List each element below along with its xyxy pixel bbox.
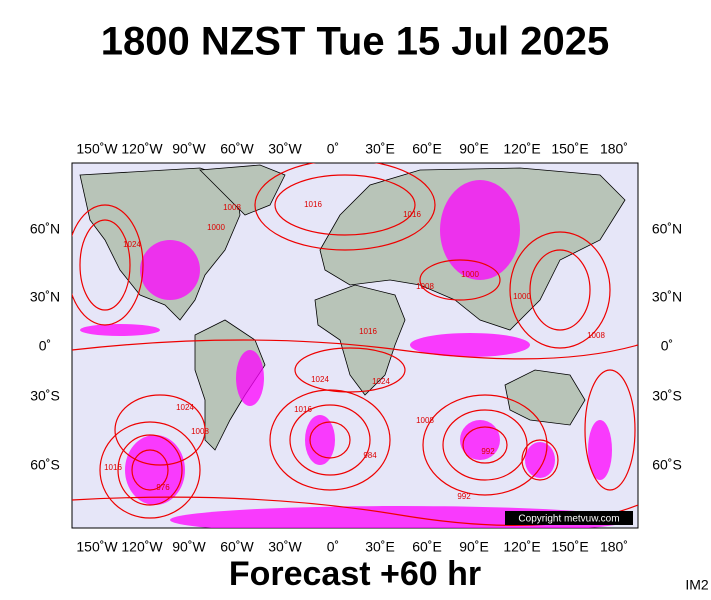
latitude-label: 30˚S <box>652 388 682 404</box>
latitude-label: 60˚N <box>30 221 60 237</box>
latitude-label: 0˚ <box>661 338 673 354</box>
latitude-label: 30˚N <box>652 289 682 305</box>
longitude-label: 30˚E <box>365 141 395 157</box>
longitude-label: 90˚W <box>172 141 206 157</box>
map: 1016 1008 1000 1024 1016 1000 1008 1016 1024 1024… <box>71 162 639 529</box>
isobar-label: 1016 <box>403 210 421 219</box>
longitude-label: 30˚E <box>365 539 395 555</box>
longitude-label: 90˚E <box>459 539 489 555</box>
isobar-label: 1008 <box>416 282 434 291</box>
longitude-label: 30˚W <box>268 539 302 555</box>
isobar-label: 1008 <box>416 416 434 425</box>
forecast-label: Forecast +60 hr <box>229 555 481 593</box>
isobar-label: 1016 <box>359 327 377 336</box>
longitude-label: 180˚ <box>600 539 628 555</box>
longitude-label: 90˚E <box>459 141 489 157</box>
longitude-label: 120˚E <box>503 141 540 157</box>
longitude-label: 150˚W <box>76 539 118 555</box>
longitude-label: 60˚E <box>412 539 442 555</box>
isobar-label: 1008 <box>223 203 241 212</box>
longitude-label: 0˚ <box>327 539 339 555</box>
isobar-label: 976 <box>156 483 170 492</box>
isobar-label: 1000 <box>207 223 225 232</box>
isobar-label: 1016 <box>294 405 312 414</box>
longitude-label: 120˚E <box>503 539 540 555</box>
longitude-label: 90˚W <box>172 539 206 555</box>
latitude-label: 30˚S <box>30 388 60 404</box>
isobar-label: 1008 <box>191 427 209 436</box>
longitude-label: 150˚W <box>76 141 118 157</box>
isobar-label: 1024 <box>123 240 141 249</box>
isobar-label: 1024 <box>176 403 194 412</box>
longitude-label: 120˚W <box>121 141 163 157</box>
title: 1800 NZST Tue 15 Jul 2025 <box>101 20 609 64</box>
latitude-label: 0˚ <box>39 338 51 354</box>
longitude-label: 120˚W <box>121 539 163 555</box>
isobar-labels: 1016 1008 1000 1024 1016 1000 1008 1016 1024 1024… <box>104 200 605 501</box>
isobar-label: 1000 <box>461 270 479 279</box>
isobar-label: 984 <box>363 451 377 460</box>
isobar-label: 1016 <box>304 200 322 209</box>
latitude-label: 60˚S <box>652 457 682 473</box>
isobar-label: 992 <box>481 447 495 456</box>
isobar-label: 1008 <box>587 331 605 340</box>
longitude-label: 60˚W <box>220 141 254 157</box>
longitude-label: 0˚ <box>327 141 339 157</box>
image-id: IM2 <box>685 577 709 593</box>
isobar-label: 1000 <box>513 292 531 301</box>
latitude-label: 60˚N <box>652 221 682 237</box>
copyright-box <box>505 511 633 525</box>
longitude-label: 150˚E <box>551 539 588 555</box>
longitude-label: 180˚ <box>600 141 628 157</box>
isobar-label: 1024 <box>311 375 329 384</box>
copyright: Copyright metvuw.com <box>518 514 619 525</box>
latitude-label: 60˚S <box>30 457 60 473</box>
latitude-label: 30˚N <box>30 289 60 305</box>
isobar-label: 1016 <box>104 463 122 472</box>
isobar-label: 992 <box>457 492 471 501</box>
longitude-label: 60˚W <box>220 539 254 555</box>
isobars <box>72 163 638 526</box>
isobar-label: 1024 <box>372 377 390 386</box>
longitude-label: 30˚W <box>268 141 302 157</box>
longitude-label: 150˚E <box>551 141 588 157</box>
longitude-label: 60˚E <box>412 141 442 157</box>
